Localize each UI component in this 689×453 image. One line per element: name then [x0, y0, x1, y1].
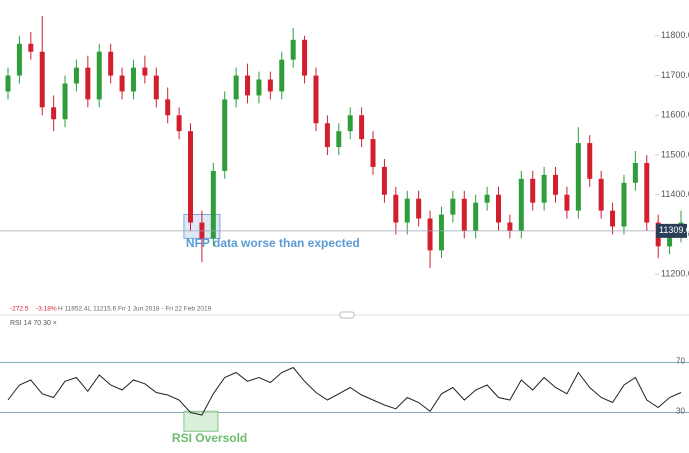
candle-body — [644, 162, 650, 223]
candle-body — [290, 39, 296, 60]
y-tick-label: 11600.0 — [661, 110, 689, 120]
candle-body — [210, 170, 216, 239]
candle-body — [518, 178, 524, 231]
candle-body — [324, 123, 330, 148]
candle-body — [484, 194, 490, 203]
candle-body — [108, 51, 114, 76]
candle-body — [188, 131, 194, 223]
candle-body — [450, 198, 456, 215]
candle-body — [416, 198, 422, 219]
candle-body — [667, 234, 673, 247]
candle-body — [130, 67, 136, 92]
info-text: H 11852.4 — [58, 306, 88, 313]
candle-body — [621, 182, 627, 227]
candle-body — [336, 131, 342, 148]
candle-body — [553, 174, 559, 195]
annotation-text: NFP data worse than expected — [186, 236, 360, 250]
candle-body — [370, 139, 376, 167]
candle-body — [119, 75, 125, 92]
candle-body — [347, 115, 353, 132]
y-tick-label: 30 — [676, 407, 685, 416]
candle-body — [575, 143, 581, 211]
candle-body — [176, 115, 182, 132]
candle-body — [28, 43, 34, 52]
y-tick-label: 11500.0 — [661, 149, 689, 159]
candle-body — [16, 43, 22, 76]
info-text: -272.5 — [10, 306, 29, 313]
candle-body — [256, 79, 262, 96]
candle-body — [404, 198, 410, 223]
candle-body — [165, 99, 171, 116]
candle-body — [142, 67, 148, 76]
last-price-label: 11309.0 — [659, 225, 689, 235]
candle-body — [393, 194, 399, 223]
candle-body — [153, 75, 159, 100]
candle-body — [495, 194, 501, 223]
indicator-title: RSI 14 70 30 × — [10, 320, 57, 327]
resize-handle[interactable] — [339, 311, 355, 319]
candle-body — [438, 214, 444, 251]
candle-body — [461, 198, 467, 231]
candle-body — [85, 67, 91, 100]
annotation-text: RSI Oversold — [172, 431, 247, 445]
y-tick-label: 70 — [676, 357, 685, 366]
candle-body — [222, 99, 228, 171]
candle-body — [302, 39, 308, 76]
candle-body — [564, 194, 570, 211]
candle-body — [530, 178, 536, 203]
candle-body — [598, 178, 604, 211]
info-text: Fri 1 Jun 2018 - Fri 22 Feb 2019 — [118, 306, 212, 313]
candle-body — [73, 67, 79, 84]
candle-body — [610, 210, 616, 227]
candle-body — [381, 166, 387, 195]
candle-body — [96, 51, 102, 100]
y-tick-label: 11200.0 — [661, 269, 689, 279]
candle-body — [313, 75, 319, 124]
last-price-box — [656, 223, 687, 238]
info-text: L 11215.6 — [88, 306, 117, 313]
candle-body — [427, 218, 433, 251]
candle-body — [5, 75, 11, 92]
annotation-box — [183, 410, 219, 432]
candle-body — [267, 79, 273, 92]
candle-body — [233, 75, 239, 100]
y-tick-label: 11800.0 — [661, 30, 689, 40]
candle-body — [473, 202, 479, 231]
candle-body — [359, 115, 365, 140]
y-tick-label: 11400.0 — [661, 189, 689, 199]
candle-body — [51, 107, 57, 120]
rsi-line — [7, 366, 682, 416]
candle-body — [62, 83, 68, 120]
candle-body — [279, 59, 285, 92]
candle-body — [541, 174, 547, 203]
y-tick-label: 11700.0 — [661, 70, 689, 80]
candle-body — [245, 75, 251, 96]
candle-body — [507, 222, 513, 231]
info-text: -3.18% — [36, 306, 57, 313]
candle-body — [39, 51, 45, 108]
candle-body — [632, 162, 638, 183]
candle-body — [587, 143, 593, 179]
